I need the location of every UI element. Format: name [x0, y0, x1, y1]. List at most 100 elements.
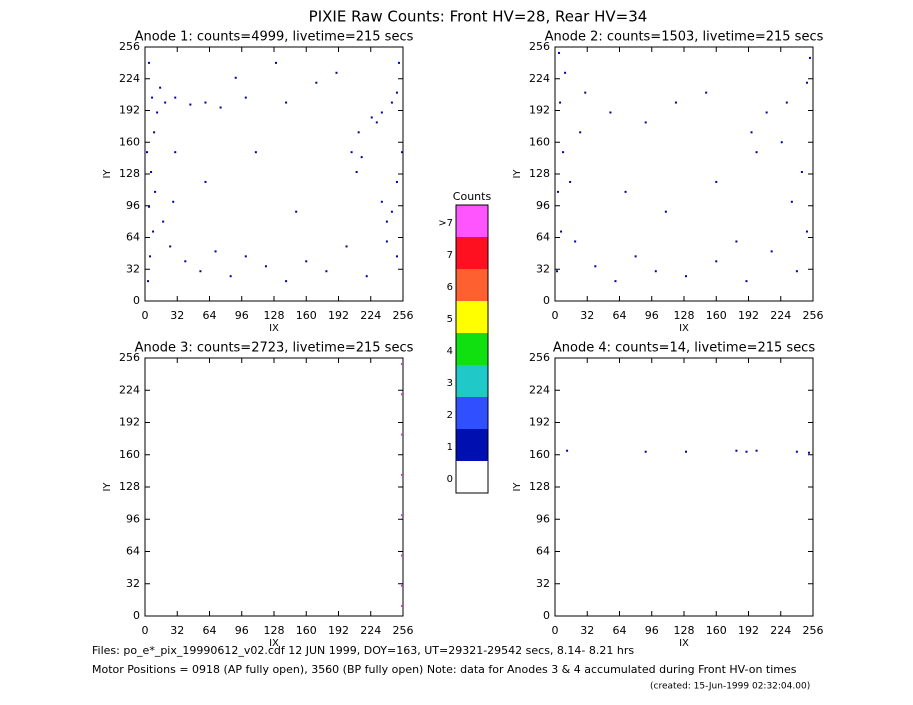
y-tick-label: 192 — [119, 416, 140, 429]
pixel-dot — [148, 205, 151, 208]
pixel-dot — [357, 131, 360, 134]
pixel-dot — [654, 270, 657, 273]
x-tick-label: 256 — [393, 624, 414, 637]
pixel-dot — [574, 240, 577, 243]
pixel-dot — [609, 111, 612, 114]
colorbar-cell — [456, 237, 488, 269]
pixel-dot — [556, 270, 559, 273]
x-tick-label: 32 — [580, 309, 594, 322]
pixel-dot — [385, 220, 388, 223]
pixel-dot — [400, 363, 403, 366]
colorbar-label: 3 — [447, 378, 453, 389]
pixel-dot — [199, 270, 202, 273]
x-tick-label: 128 — [264, 624, 285, 637]
pixel-dot — [400, 151, 403, 154]
pixel-dot — [335, 71, 338, 74]
x-tick-label: 0 — [142, 624, 149, 637]
pixel-dot — [685, 275, 688, 278]
pixel-dot — [275, 61, 278, 64]
pixel-dot — [770, 250, 773, 253]
colorbar-label: 2 — [447, 410, 453, 421]
y-tick-label: 128 — [119, 480, 140, 493]
pixel-dot — [644, 121, 647, 124]
pixel-dot — [169, 245, 172, 248]
y-axis-label: IY — [102, 169, 113, 179]
panel-title: Anode 3: counts=2723, livetime=215 secs — [135, 341, 414, 356]
y-tick-label: 64 — [536, 231, 550, 244]
pixel-dot — [146, 151, 149, 154]
pixel-dot — [559, 101, 562, 104]
pixel-dot — [685, 450, 688, 453]
pixel-dot — [715, 260, 718, 263]
pixel-dot — [614, 280, 617, 283]
pixel-dot — [390, 210, 393, 213]
pixel-dot — [800, 171, 803, 174]
colorbar-cell — [456, 397, 488, 429]
y-tick-label: 128 — [119, 167, 140, 180]
pixel-dot — [295, 210, 298, 213]
pixel-dot — [244, 255, 247, 258]
x-tick-label: 256 — [803, 309, 824, 322]
colorbar-cell — [456, 301, 488, 333]
pixel-dot — [285, 101, 288, 104]
colorbar-cell — [456, 365, 488, 397]
pixel-dot — [735, 449, 738, 452]
pixel-dot — [400, 554, 403, 557]
pixel-dot — [214, 250, 217, 253]
pixel-dot — [755, 449, 758, 452]
pixel-dot — [149, 255, 152, 258]
pixel-dot — [325, 270, 328, 273]
y-tick-label: 64 — [126, 545, 140, 558]
pixel-dot — [584, 91, 587, 94]
pixel-dot — [229, 275, 232, 278]
y-tick-label: 0 — [133, 609, 140, 622]
pixel-dot — [174, 151, 177, 154]
y-tick-label: 160 — [119, 135, 140, 148]
pixel-dot — [400, 584, 403, 587]
y-tick-label: 96 — [126, 512, 140, 525]
x-axis-label: IX — [679, 323, 689, 334]
y-tick-label: 224 — [529, 72, 550, 85]
pixel-dot — [370, 116, 373, 119]
pixel-dot — [397, 61, 400, 64]
pixel-dot — [557, 190, 560, 193]
pixel-dot — [380, 200, 383, 203]
pixel-dot — [395, 91, 398, 94]
pixel-dot — [644, 450, 647, 453]
y-tick-label: 160 — [529, 448, 550, 461]
y-tick-label: 0 — [543, 609, 550, 622]
pixel-dot — [558, 51, 561, 54]
pixel-dot — [400, 514, 403, 517]
x-tick-label: 160 — [706, 624, 727, 637]
pixel-dot — [785, 101, 788, 104]
x-tick-label: 64 — [203, 624, 217, 637]
y-tick-label: 128 — [529, 167, 550, 180]
pixel-dot — [375, 121, 378, 124]
pixel-dot — [150, 171, 153, 174]
pixel-dot — [745, 450, 748, 453]
y-tick-label: 32 — [126, 262, 140, 275]
pixel-dot — [305, 260, 308, 263]
pixel-dot — [355, 171, 358, 174]
x-tick-label: 192 — [328, 624, 349, 637]
y-tick-label: 64 — [536, 545, 550, 558]
y-tick-label: 96 — [126, 199, 140, 212]
panel-title: Anode 2: counts=1503, livetime=215 secs — [545, 30, 824, 45]
y-tick-label: 224 — [119, 383, 140, 396]
x-axis-label: IX — [269, 323, 279, 334]
pixel-dot — [285, 280, 288, 283]
x-tick-label: 128 — [264, 309, 285, 322]
y-tick-label: 256 — [529, 40, 550, 53]
y-tick-label: 32 — [536, 262, 550, 275]
pixel-dot — [365, 275, 368, 278]
pixel-dot — [562, 151, 565, 154]
pixel-dot — [153, 131, 156, 134]
colorbar-label: 4 — [447, 346, 453, 357]
x-tick-label: 128 — [674, 309, 695, 322]
pixel-dot — [156, 111, 159, 114]
pixel-dot — [808, 56, 811, 59]
x-tick-label: 256 — [393, 309, 414, 322]
pixel-dot — [594, 265, 597, 268]
x-axis-label: IX — [269, 638, 279, 649]
